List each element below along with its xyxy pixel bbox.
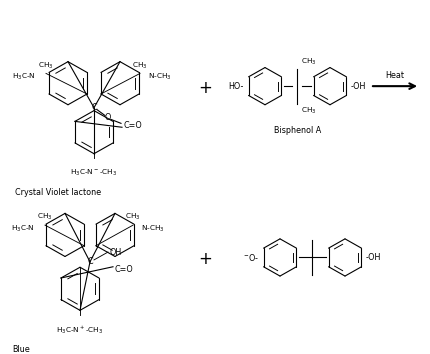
Text: -OH: -OH <box>365 253 381 262</box>
Text: C=O: C=O <box>115 265 133 274</box>
Text: H$_3$C-N$\mathdefault{^-}$-CH$_3$: H$_3$C-N$\mathdefault{^-}$-CH$_3$ <box>70 167 117 178</box>
Text: H$_3$C-N: H$_3$C-N <box>12 72 36 82</box>
Text: O: O <box>104 113 111 122</box>
Text: +: + <box>198 250 212 268</box>
Text: H$_3$C-N$^+$-CH$_3$: H$_3$C-N$^+$-CH$_3$ <box>56 324 104 336</box>
Text: N-CH$_3$: N-CH$_3$ <box>141 224 164 234</box>
Text: C: C <box>87 257 92 266</box>
Text: Bisphenol A: Bisphenol A <box>273 126 320 135</box>
Text: H$_3$C-N: H$_3$C-N <box>11 224 35 234</box>
Text: CH$_3$: CH$_3$ <box>132 61 147 71</box>
Text: CH$_3$: CH$_3$ <box>38 61 54 71</box>
Text: -OH: -OH <box>350 82 366 91</box>
Text: N-CH$_3$: N-CH$_3$ <box>147 72 172 82</box>
Text: Heat: Heat <box>384 71 404 80</box>
Text: HO-: HO- <box>228 82 243 91</box>
Text: CH$_3$: CH$_3$ <box>301 56 316 67</box>
Text: OH: OH <box>110 247 122 257</box>
Text: +: + <box>198 79 212 97</box>
Text: CH$_3$: CH$_3$ <box>125 212 141 222</box>
Text: $^{-}$O-: $^{-}$O- <box>243 252 258 263</box>
Text: CH$_3$: CH$_3$ <box>301 106 316 116</box>
Text: C=O: C=O <box>124 121 142 130</box>
Text: C: C <box>91 103 97 112</box>
Text: Blue: Blue <box>12 344 30 354</box>
Text: Crystal Violet lactone: Crystal Violet lactone <box>15 188 101 197</box>
Text: CH$_3$: CH$_3$ <box>37 212 53 222</box>
